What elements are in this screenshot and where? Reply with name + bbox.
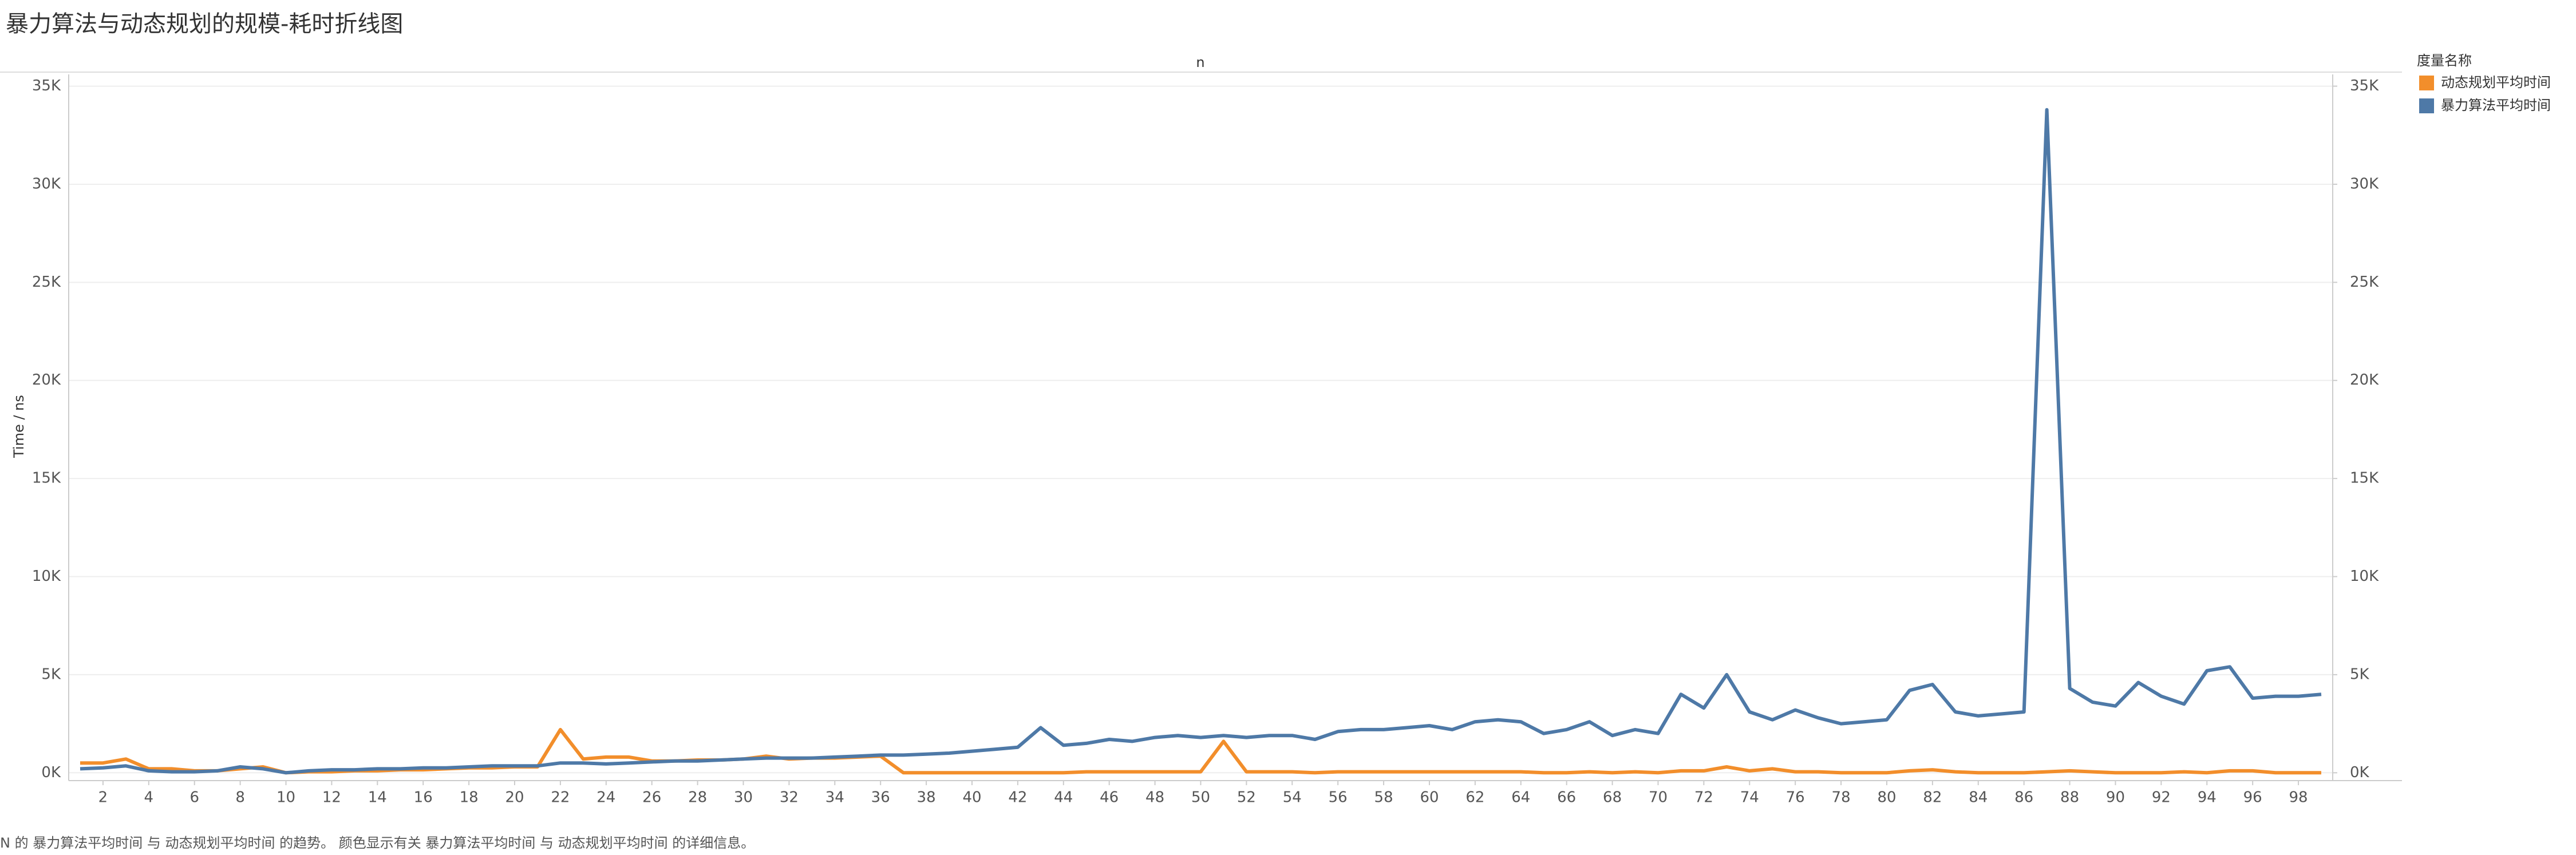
x-tick-label: 54	[1283, 789, 1302, 806]
x-tick-label: 74	[1740, 789, 1759, 806]
x-tick-label: 32	[780, 789, 799, 806]
y2-tick-label: 15K	[2350, 470, 2379, 487]
x-tick-label: 72	[1694, 789, 1713, 806]
x-tick-label: 76	[1786, 789, 1805, 806]
x-tick-label: 24	[596, 789, 615, 806]
y2-tick-label: 30K	[2350, 175, 2379, 192]
y-tick-label: 25K	[32, 274, 61, 291]
legend-title: 度量名称	[2417, 53, 2472, 69]
x-tick-label: 78	[1832, 789, 1851, 806]
x-tick-label: 22	[551, 789, 570, 806]
y2-tick-label: 35K	[2350, 77, 2379, 94]
x-tick-label: 48	[1145, 789, 1164, 806]
legend-label: 动态规划平均时间	[2441, 74, 2551, 90]
y-tick-label: 15K	[32, 470, 61, 487]
x-tick-label: 10	[276, 789, 295, 806]
legend-label: 暴力算法平均时间	[2441, 97, 2551, 113]
legend-swatch	[2419, 76, 2434, 90]
series-line	[80, 108, 2322, 775]
x-tick-label: 8	[235, 789, 245, 806]
x-tick-label: 70	[1649, 789, 1668, 806]
x-tick-label: 44	[1054, 789, 1073, 806]
x-tick-label: 46	[1100, 789, 1119, 806]
x-tick-label: 52	[1237, 789, 1256, 806]
x-tick-label: 84	[1969, 789, 1988, 806]
footnote: N 的 暴力算法平均时间 与 动态规划平均时间 的趋势。 颜色显示有关 暴力算法…	[0, 835, 754, 851]
x-tick-label: 2	[98, 789, 108, 806]
y-tick-label: 35K	[32, 77, 61, 94]
y-tick-label: 20K	[32, 371, 61, 389]
legend-swatch	[2419, 98, 2434, 113]
x-tick-label: 4	[144, 789, 154, 806]
y2-tick-label: 5K	[2350, 666, 2370, 683]
x-tick-label: 64	[1511, 789, 1530, 806]
x-tick-label: 60	[1420, 789, 1439, 806]
x-tick-label: 14	[368, 789, 387, 806]
x-tick-label: 36	[871, 789, 890, 806]
y-tick-label: 30K	[32, 175, 61, 192]
x-tick-label: 80	[1877, 789, 1896, 806]
x-tick-label: 68	[1603, 789, 1622, 806]
y-axis-label: Time / ns	[11, 395, 27, 458]
x-tick-label: 16	[414, 789, 433, 806]
x-tick-label: 88	[2060, 789, 2079, 806]
x-tick-label: 26	[642, 789, 661, 806]
x-axis-label: n	[1196, 54, 1204, 70]
x-tick-label: 20	[505, 789, 524, 806]
x-tick-label: 58	[1374, 789, 1393, 806]
y-tick-label: 5K	[41, 666, 61, 683]
x-tick-label: 30	[734, 789, 753, 806]
x-tick-label: 66	[1557, 789, 1576, 806]
x-tick-label: 56	[1329, 789, 1348, 806]
x-tick-label: 34	[825, 789, 844, 806]
y-tick-label: 10K	[32, 568, 61, 585]
x-tick-label: 94	[2198, 789, 2217, 806]
y2-tick-label: 20K	[2350, 371, 2379, 389]
x-tick-label: 18	[460, 789, 479, 806]
x-tick-label: 98	[2289, 789, 2308, 806]
x-tick-label: 38	[917, 789, 936, 806]
x-tick-label: 50	[1191, 789, 1210, 806]
y2-tick-label: 25K	[2350, 274, 2379, 291]
x-tick-label: 62	[1465, 789, 1484, 806]
x-tick-label: 96	[2243, 789, 2262, 806]
x-tick-label: 42	[1008, 789, 1027, 806]
y2-tick-label: 0K	[2350, 764, 2370, 781]
x-tick-label: 86	[2014, 789, 2033, 806]
x-tick-label: 6	[189, 789, 199, 806]
chart-title: 暴力算法与动态规划的规模-耗时折线图	[6, 11, 403, 37]
x-tick-label: 12	[322, 789, 341, 806]
x-tick-label: 28	[688, 789, 707, 806]
x-tick-label: 92	[2152, 789, 2171, 806]
y-tick-label: 0K	[41, 764, 61, 781]
y2-tick-label: 10K	[2350, 568, 2379, 585]
x-tick-label: 40	[962, 789, 981, 806]
x-tick-label: 82	[1923, 789, 1942, 806]
x-tick-label: 90	[2106, 789, 2125, 806]
